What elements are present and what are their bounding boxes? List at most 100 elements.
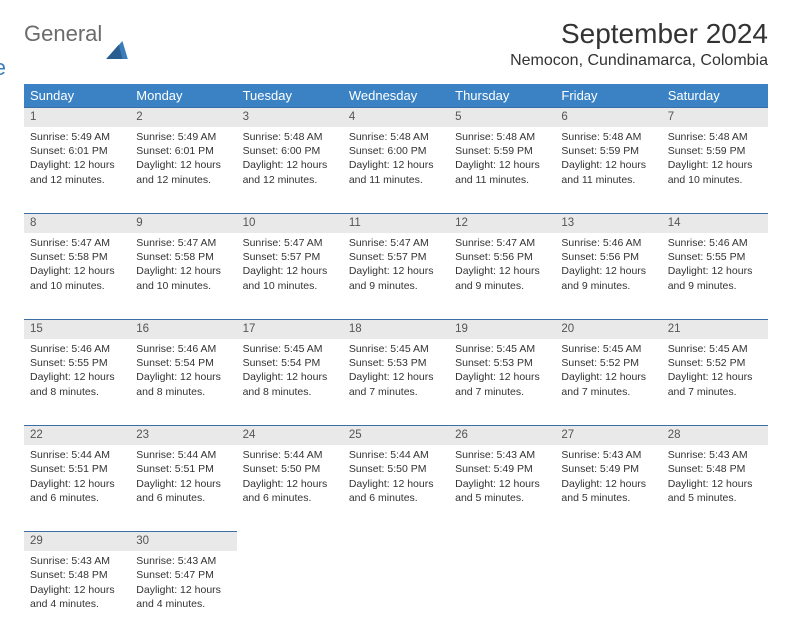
day-dl1: Daylight: 12 hours xyxy=(561,264,655,278)
day-dl1: Daylight: 12 hours xyxy=(136,370,230,384)
day-content-cell: Sunrise: 5:45 AMSunset: 5:53 PMDaylight:… xyxy=(343,339,449,425)
day-content-cell: Sunrise: 5:47 AMSunset: 5:57 PMDaylight:… xyxy=(237,233,343,319)
day-dl1: Daylight: 12 hours xyxy=(243,370,337,384)
day-ss: Sunset: 5:57 PM xyxy=(243,250,337,264)
day-ss: Sunset: 5:49 PM xyxy=(561,462,655,476)
month-title: September 2024 xyxy=(510,18,768,50)
day-number-cell: 26 xyxy=(449,425,555,445)
day-number-cell: 21 xyxy=(662,319,768,339)
day-ss: Sunset: 5:49 PM xyxy=(455,462,549,476)
weekday-header: Wednesday xyxy=(343,84,449,108)
day-dl2: and 4 minutes. xyxy=(30,597,124,611)
day-dl1: Daylight: 12 hours xyxy=(455,158,549,172)
logo-triangle-icon xyxy=(106,41,128,59)
day-sr: Sunrise: 5:45 AM xyxy=(243,342,337,356)
day-dl1: Daylight: 12 hours xyxy=(243,477,337,491)
day-ss: Sunset: 5:48 PM xyxy=(668,462,762,476)
day-number-row: 22232425262728 xyxy=(24,425,768,445)
weekday-header: Tuesday xyxy=(237,84,343,108)
day-ss: Sunset: 6:01 PM xyxy=(30,144,124,158)
day-sr: Sunrise: 5:48 AM xyxy=(561,130,655,144)
day-sr: Sunrise: 5:44 AM xyxy=(349,448,443,462)
day-dl2: and 9 minutes. xyxy=(561,279,655,293)
day-ss: Sunset: 5:51 PM xyxy=(30,462,124,476)
day-number-cell: 2 xyxy=(130,107,236,127)
day-content-cell: Sunrise: 5:48 AMSunset: 5:59 PMDaylight:… xyxy=(662,127,768,213)
day-content-row: Sunrise: 5:46 AMSunset: 5:55 PMDaylight:… xyxy=(24,339,768,425)
day-number-cell: 12 xyxy=(449,213,555,233)
day-sr: Sunrise: 5:47 AM xyxy=(243,236,337,250)
day-dl1: Daylight: 12 hours xyxy=(349,158,443,172)
day-dl2: and 10 minutes. xyxy=(136,279,230,293)
day-sr: Sunrise: 5:48 AM xyxy=(349,130,443,144)
logo-text-2: Blue xyxy=(0,58,102,78)
day-sr: Sunrise: 5:43 AM xyxy=(136,554,230,568)
day-dl2: and 12 minutes. xyxy=(136,173,230,187)
day-dl1: Daylight: 12 hours xyxy=(455,370,549,384)
day-dl2: and 9 minutes. xyxy=(349,279,443,293)
day-ss: Sunset: 6:00 PM xyxy=(243,144,337,158)
day-number-cell: 1 xyxy=(24,107,130,127)
day-number-cell: 27 xyxy=(555,425,661,445)
day-ss: Sunset: 5:59 PM xyxy=(455,144,549,158)
day-sr: Sunrise: 5:48 AM xyxy=(455,130,549,144)
day-dl1: Daylight: 12 hours xyxy=(30,158,124,172)
day-ss: Sunset: 5:52 PM xyxy=(561,356,655,370)
day-dl2: and 12 minutes. xyxy=(30,173,124,187)
day-content-cell: Sunrise: 5:47 AMSunset: 5:58 PMDaylight:… xyxy=(24,233,130,319)
day-content-cell: Sunrise: 5:44 AMSunset: 5:50 PMDaylight:… xyxy=(343,445,449,531)
day-dl1: Daylight: 12 hours xyxy=(668,370,762,384)
day-dl1: Daylight: 12 hours xyxy=(136,264,230,278)
day-number-cell: 25 xyxy=(343,425,449,445)
calendar-table: Sunday Monday Tuesday Wednesday Thursday… xyxy=(24,84,768,637)
day-number-row: 1234567 xyxy=(24,107,768,127)
day-dl2: and 6 minutes. xyxy=(349,491,443,505)
day-sr: Sunrise: 5:46 AM xyxy=(30,342,124,356)
day-number-cell: 3 xyxy=(237,107,343,127)
day-number-row: 15161718192021 xyxy=(24,319,768,339)
day-dl1: Daylight: 12 hours xyxy=(561,477,655,491)
day-content-cell: Sunrise: 5:46 AMSunset: 5:56 PMDaylight:… xyxy=(555,233,661,319)
day-sr: Sunrise: 5:47 AM xyxy=(30,236,124,250)
day-dl2: and 9 minutes. xyxy=(455,279,549,293)
day-dl2: and 7 minutes. xyxy=(561,385,655,399)
day-content-cell: Sunrise: 5:43 AMSunset: 5:47 PMDaylight:… xyxy=(130,551,236,637)
day-dl1: Daylight: 12 hours xyxy=(136,158,230,172)
day-ss: Sunset: 5:47 PM xyxy=(136,568,230,582)
day-content-cell: Sunrise: 5:48 AMSunset: 6:00 PMDaylight:… xyxy=(343,127,449,213)
day-sr: Sunrise: 5:46 AM xyxy=(136,342,230,356)
day-ss: Sunset: 5:58 PM xyxy=(136,250,230,264)
day-content-cell xyxy=(555,551,661,637)
day-sr: Sunrise: 5:47 AM xyxy=(136,236,230,250)
day-ss: Sunset: 5:48 PM xyxy=(30,568,124,582)
day-number-cell: 20 xyxy=(555,319,661,339)
day-ss: Sunset: 5:56 PM xyxy=(561,250,655,264)
day-content-cell: Sunrise: 5:45 AMSunset: 5:52 PMDaylight:… xyxy=(555,339,661,425)
day-dl1: Daylight: 12 hours xyxy=(561,158,655,172)
day-ss: Sunset: 6:01 PM xyxy=(136,144,230,158)
day-ss: Sunset: 5:56 PM xyxy=(455,250,549,264)
day-sr: Sunrise: 5:45 AM xyxy=(561,342,655,356)
logo-text-1: General xyxy=(24,24,102,44)
day-ss: Sunset: 5:52 PM xyxy=(668,356,762,370)
day-dl2: and 10 minutes. xyxy=(30,279,124,293)
day-content-cell: Sunrise: 5:45 AMSunset: 5:54 PMDaylight:… xyxy=(237,339,343,425)
day-content-cell: Sunrise: 5:48 AMSunset: 5:59 PMDaylight:… xyxy=(555,127,661,213)
day-sr: Sunrise: 5:46 AM xyxy=(561,236,655,250)
day-number-cell: 22 xyxy=(24,425,130,445)
day-dl1: Daylight: 12 hours xyxy=(30,370,124,384)
day-content-cell: Sunrise: 5:47 AMSunset: 5:56 PMDaylight:… xyxy=(449,233,555,319)
day-sr: Sunrise: 5:43 AM xyxy=(561,448,655,462)
day-number-cell: 30 xyxy=(130,531,236,551)
weekday-header: Sunday xyxy=(24,84,130,108)
day-content-cell xyxy=(662,551,768,637)
day-ss: Sunset: 5:54 PM xyxy=(243,356,337,370)
day-content-cell: Sunrise: 5:46 AMSunset: 5:55 PMDaylight:… xyxy=(24,339,130,425)
day-dl2: and 8 minutes. xyxy=(136,385,230,399)
day-dl2: and 8 minutes. xyxy=(243,385,337,399)
day-ss: Sunset: 5:51 PM xyxy=(136,462,230,476)
day-ss: Sunset: 5:55 PM xyxy=(668,250,762,264)
day-content-cell: Sunrise: 5:48 AMSunset: 5:59 PMDaylight:… xyxy=(449,127,555,213)
day-dl2: and 7 minutes. xyxy=(668,385,762,399)
day-content-cell xyxy=(237,551,343,637)
